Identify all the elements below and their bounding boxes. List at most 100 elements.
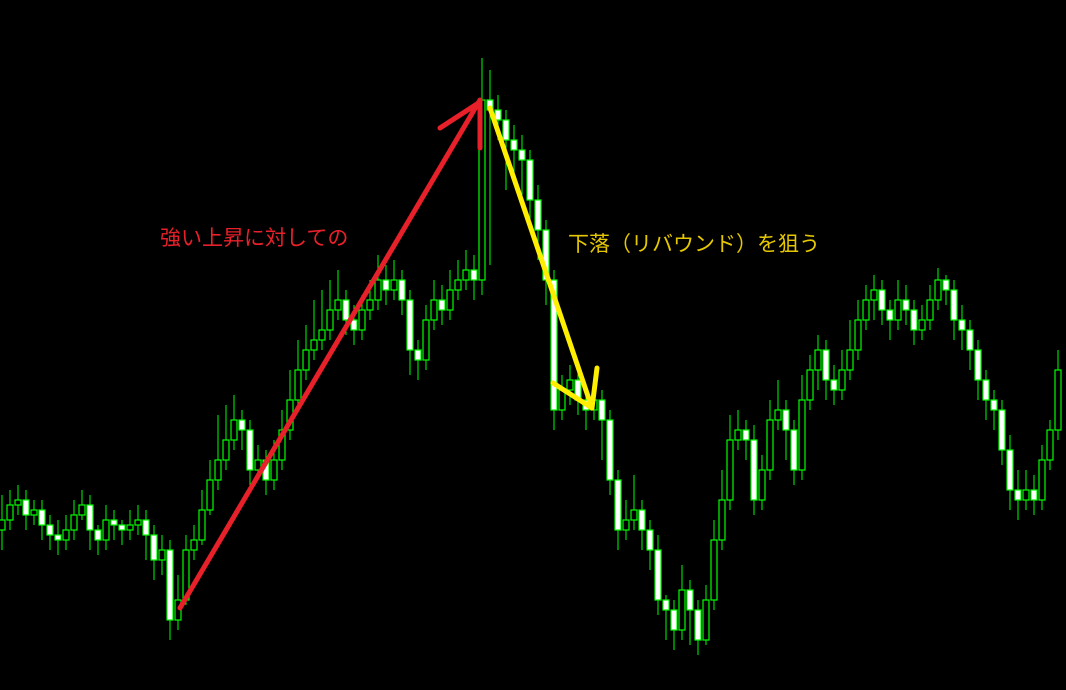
candle-body-bearish bbox=[750, 439, 758, 501]
candle-body-bearish bbox=[790, 429, 798, 471]
candle-body-bullish bbox=[0, 519, 6, 531]
candle-body-bullish bbox=[854, 319, 862, 351]
candle-body-bullish bbox=[310, 339, 318, 351]
candle-body-bearish bbox=[694, 609, 702, 641]
candle-body-bullish bbox=[734, 429, 742, 441]
candle-body-bullish bbox=[14, 499, 22, 506]
candle-body-bearish bbox=[654, 549, 662, 601]
candle-body-bearish bbox=[438, 299, 446, 311]
candle-body-bullish bbox=[126, 524, 134, 531]
candle-body-bullish bbox=[934, 279, 942, 301]
candle-body-bearish bbox=[406, 299, 414, 351]
candle-body-bearish bbox=[886, 309, 894, 321]
candle-body-bearish bbox=[1006, 449, 1014, 491]
candle-body-bearish bbox=[902, 299, 910, 311]
candle-body-bearish bbox=[246, 429, 254, 471]
candle-body-bullish bbox=[374, 279, 382, 301]
candle-body-bullish bbox=[214, 459, 222, 481]
candle-body-bearish bbox=[670, 609, 678, 631]
candle-body-bullish bbox=[838, 369, 846, 391]
candle-body-bearish bbox=[1030, 489, 1038, 501]
candles-group bbox=[0, 58, 1062, 655]
candle-body-bearish bbox=[822, 349, 830, 381]
candle-body-bullish bbox=[62, 529, 70, 541]
rise-annotation-label: 強い上昇に対しての bbox=[160, 226, 349, 250]
candle-body-bullish bbox=[158, 549, 166, 561]
candle-body-bearish bbox=[686, 589, 694, 611]
candle-body-bearish bbox=[974, 349, 982, 381]
candle-body-bullish bbox=[870, 289, 878, 301]
candle-body-bearish bbox=[1014, 489, 1022, 501]
candle-body-bullish bbox=[1022, 489, 1030, 501]
candle-body-bullish bbox=[766, 419, 774, 471]
candle-body-bullish bbox=[302, 349, 310, 371]
candle-body-bearish bbox=[238, 419, 246, 431]
candle-body-bearish bbox=[350, 319, 358, 331]
candle-body-bullish bbox=[70, 514, 78, 531]
candle-body-bullish bbox=[190, 539, 198, 551]
candle-body-bearish bbox=[638, 509, 646, 531]
candle-body-bearish bbox=[54, 534, 62, 541]
candle-body-bullish bbox=[926, 299, 934, 321]
candle-body-bullish bbox=[726, 439, 734, 501]
candle-body-bearish bbox=[950, 289, 958, 321]
candle-body-bearish bbox=[382, 279, 390, 291]
candle-body-bullish bbox=[462, 269, 470, 281]
candle-body-bearish bbox=[94, 529, 102, 541]
candle-body-bullish bbox=[862, 299, 870, 321]
candle-body-bullish bbox=[6, 504, 14, 521]
candle-body-bearish bbox=[598, 399, 606, 421]
candle-body-bearish bbox=[342, 299, 350, 321]
candle-body-bearish bbox=[982, 379, 990, 401]
candle-body-bullish bbox=[566, 379, 574, 391]
candle-body-bullish bbox=[894, 299, 902, 321]
candle-body-bullish bbox=[758, 469, 766, 501]
candle-body-bullish bbox=[254, 459, 262, 471]
candle-body-bullish bbox=[846, 349, 854, 371]
candle-body-bearish bbox=[526, 159, 534, 201]
candle-body-bearish bbox=[550, 279, 558, 411]
candle-body-bearish bbox=[534, 199, 542, 231]
candle-body-bearish bbox=[470, 269, 478, 281]
candle-body-bullish bbox=[334, 299, 342, 311]
candle-body-bullish bbox=[710, 539, 718, 601]
candle-body-bearish bbox=[142, 519, 150, 536]
candle-body-bearish bbox=[782, 409, 790, 431]
candle-body-bearish bbox=[910, 309, 918, 331]
candle-body-bearish bbox=[510, 139, 518, 151]
candle-body-bullish bbox=[806, 369, 814, 401]
candle-body-bullish bbox=[918, 319, 926, 331]
candle-body-bullish bbox=[78, 504, 86, 516]
fall-arrow bbox=[487, 105, 600, 411]
candle-body-bullish bbox=[430, 299, 438, 321]
candle-body-bullish bbox=[390, 279, 398, 291]
candle-body-bullish bbox=[422, 319, 430, 361]
candle-body-bearish bbox=[166, 549, 174, 621]
candle-body-bearish bbox=[46, 524, 54, 536]
candle-body-bearish bbox=[414, 349, 422, 361]
candle-body-bullish bbox=[30, 509, 38, 516]
candle-body-bearish bbox=[38, 509, 46, 526]
candle-body-bearish bbox=[662, 599, 670, 611]
candle-body-bullish bbox=[1054, 369, 1062, 431]
candle-body-bearish bbox=[110, 519, 118, 526]
candle-body-bullish bbox=[318, 329, 326, 341]
candle-body-bullish bbox=[630, 509, 638, 521]
candle-body-bearish bbox=[990, 399, 998, 411]
rise-arrow bbox=[177, 97, 483, 611]
candle-body-bullish bbox=[798, 399, 806, 471]
candle-body-bearish bbox=[646, 529, 654, 551]
candle-body-bullish bbox=[774, 409, 782, 421]
candle-body-bullish bbox=[454, 279, 462, 291]
candle-body-bearish bbox=[398, 279, 406, 301]
candle-body-bearish bbox=[86, 504, 94, 531]
candle-body-bearish bbox=[150, 534, 158, 561]
candle-body-bearish bbox=[22, 499, 30, 516]
candle-body-bullish bbox=[294, 369, 302, 401]
candle-body-bullish bbox=[270, 459, 278, 481]
candle-body-bullish bbox=[222, 439, 230, 461]
candle-body-bearish bbox=[118, 524, 126, 531]
candle-body-bullish bbox=[134, 519, 142, 526]
candle-body-bullish bbox=[198, 509, 206, 541]
